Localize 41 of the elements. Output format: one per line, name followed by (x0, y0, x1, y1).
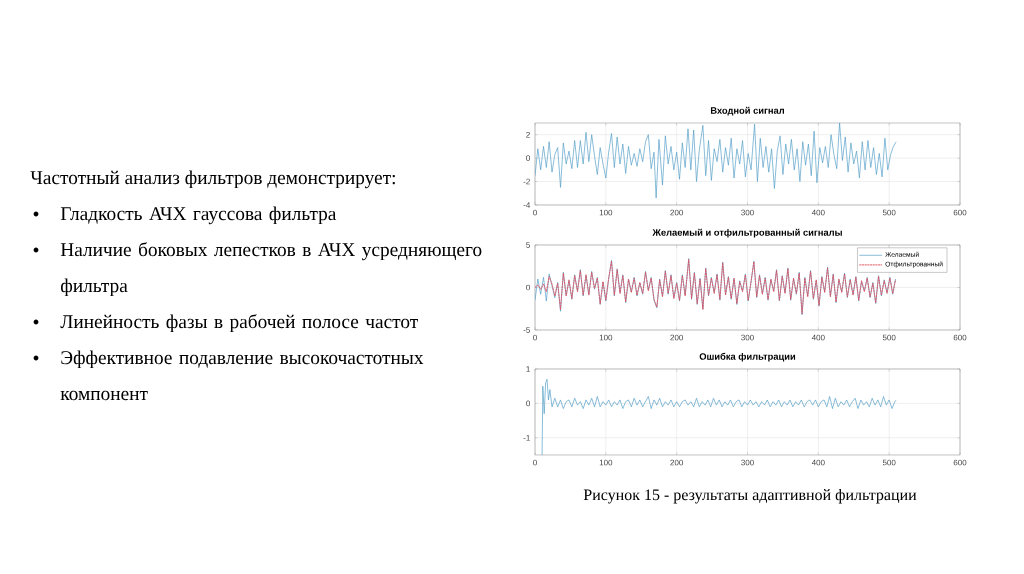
y-tick-label: -4 (523, 202, 531, 208)
line-series (535, 122, 897, 199)
y-tick-label: 5 (526, 242, 530, 248)
x-tick-label: 500 (882, 209, 896, 216)
text: Рисунок 15 - результаты адаптивной фильтрации (583, 488, 917, 504)
y-tick-label: -2 (523, 178, 530, 185)
x-tick-label: 300 (741, 334, 754, 341)
x-tick-label: 0 (533, 459, 537, 466)
x-tick-label: 400 (811, 334, 825, 341)
x-tick-label: 400 (811, 209, 825, 216)
x-tick-label: 100 (599, 459, 613, 466)
x-tick-label: 200 (670, 334, 684, 341)
x-tick-label: 600 (953, 334, 967, 341)
chart-title: Входной сигнал (710, 106, 785, 116)
x-tick-label: 0 (533, 334, 537, 341)
y-tick-label: 0 (526, 284, 530, 291)
x-tick-label: 400 (811, 459, 825, 466)
chart-title: Желаемый и отфильтрованный сигналы (652, 228, 842, 238)
x-tick-label: 300 (741, 459, 754, 466)
x-tick-label: 600 (953, 209, 967, 216)
text: Эффективное подавление высокочастотных компонент (60, 350, 424, 401)
y-tick-label: -1 (523, 435, 530, 441)
text: Частотный анализ фильтров демонстрирует: (30, 170, 395, 189)
y-tick-label: 2 (526, 131, 530, 138)
y-tick-label: 1 (526, 366, 530, 372)
x-tick-label: 600 (953, 459, 967, 466)
x-tick-label: 300 (741, 209, 754, 216)
y-tick-label: 0 (526, 155, 530, 161)
x-tick-label: 200 (670, 209, 684, 216)
text: Наличие боковых лепестков в АЧХ усредняющего фильтра (60, 242, 482, 297)
x-tick-label: 100 (599, 209, 613, 216)
y-tick-label: -5 (523, 327, 530, 333)
x-tick-label: 500 (882, 459, 896, 466)
text: Гладкость АЧХ гауссова фильтра (60, 206, 337, 225)
x-tick-label: 200 (670, 459, 684, 466)
x-tick-label: 0 (533, 209, 537, 216)
x-tick-label: 100 (599, 334, 613, 341)
text: Линейность фазы в рабочей полосе частот (60, 314, 418, 333)
y-tick-label: 0 (526, 400, 530, 407)
chart-title: Ошибка фильтрации (699, 352, 796, 362)
x-tick-label: 500 (882, 334, 896, 341)
